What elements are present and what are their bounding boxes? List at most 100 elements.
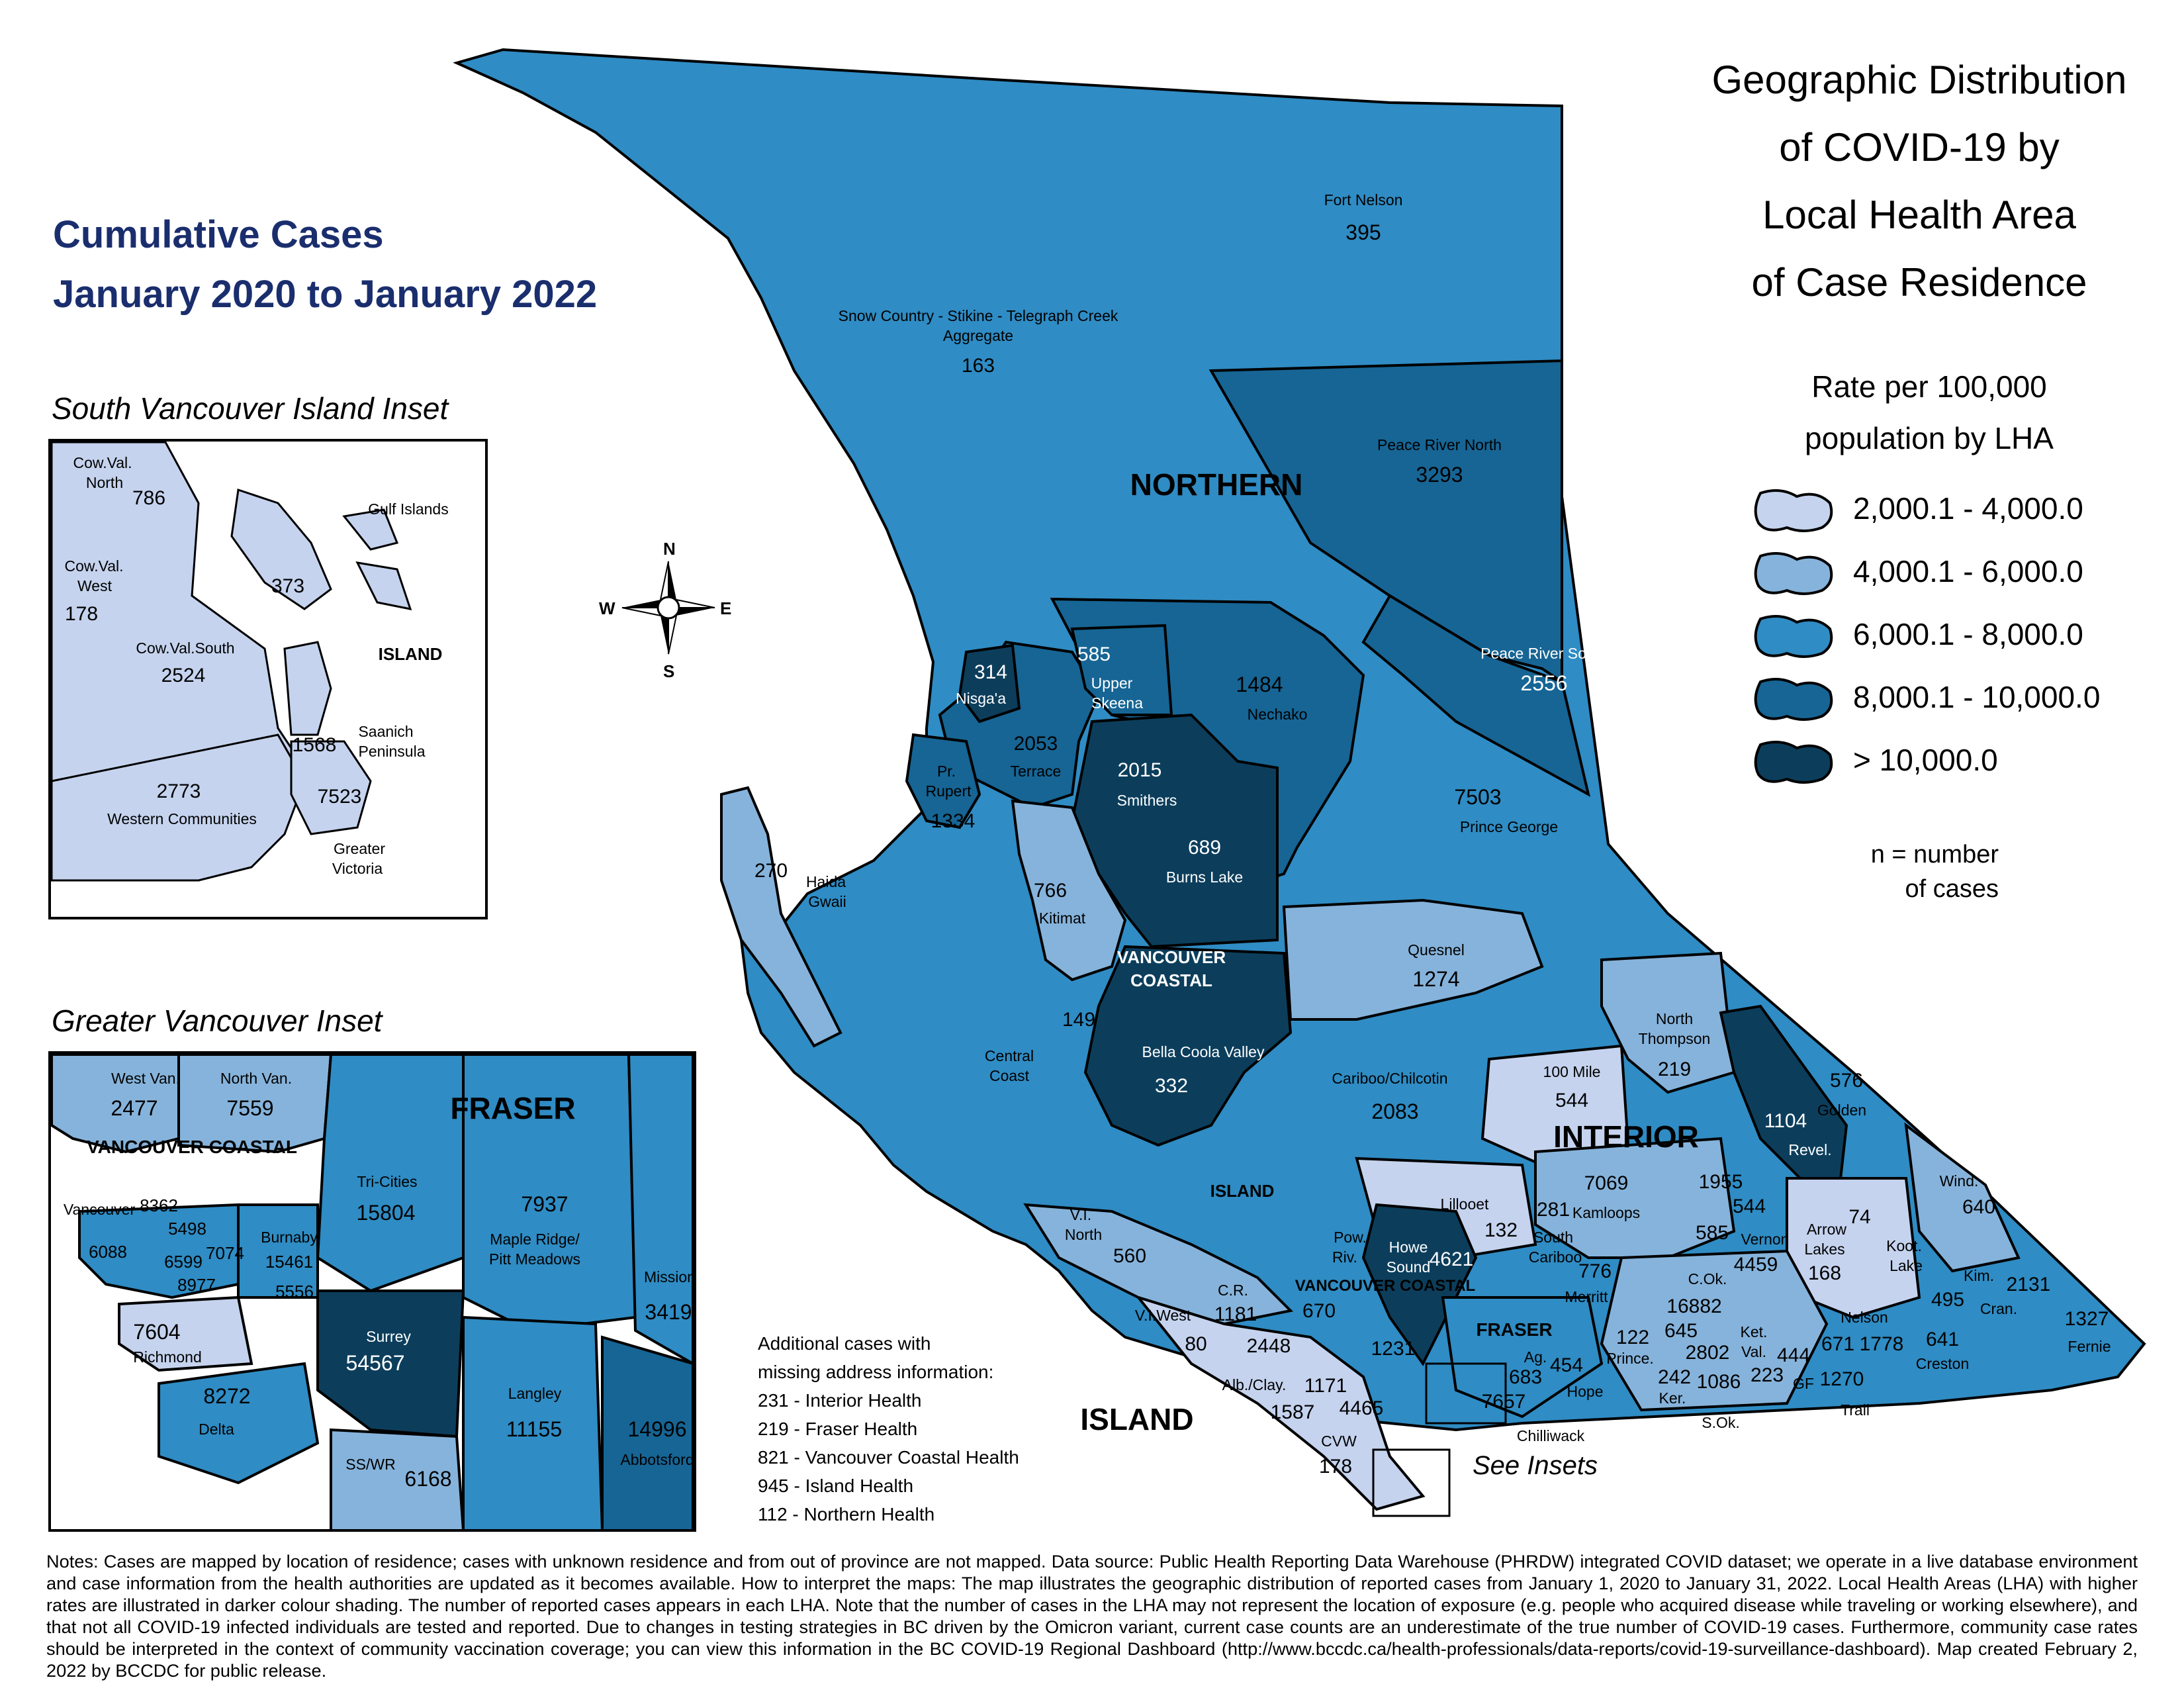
count-central-coast: 149 [1062,1009,1095,1031]
label-lillooet: Lillooet [1441,1196,1489,1213]
lha-shape-fraser-main [1441,1296,1604,1419]
south-vi-inset [48,439,488,919]
lha-shape-kitimat [1011,799,1127,982]
label-golden: Golden [1817,1102,1866,1119]
region-vc-small: VANCOUVER COASTAL [1295,1277,1475,1295]
count-snow-country: 163 [962,355,995,377]
gv-label-tri-cities: Tri-Cities [357,1173,417,1190]
label-north-thompson-1: North [1656,1010,1693,1027]
lha-shape-island-north [1023,1203,1294,1326]
lha-shape-okanagan [1600,1249,1829,1412]
label-quesnel: Quesnel [1408,941,1465,959]
missing-line-2: missing address information: [758,1362,994,1382]
label-haida-2: Gwaii [808,893,846,910]
label-howe-2: Sound [1387,1258,1431,1276]
count-495: 495 [1931,1289,1964,1311]
missing-line-1: Additional cases with [758,1333,931,1354]
lha-shape-bella-coola [1083,945,1293,1147]
region-northern: NORTHERN [1130,467,1303,502]
lha-shape-haida-gwaii [720,786,842,1048]
legend-item: 4,000.1 - 6,000.0 [1751,549,2161,602]
compass-w: W [599,598,615,618]
label-central-coast-2: Coast [989,1067,1030,1084]
label-fernie: Fernie [2068,1338,2111,1355]
title-line-1: Geographic Distribution [1711,58,2127,102]
count-cr: 1181 [1214,1303,1257,1325]
label-cok: C.Ok. [1688,1270,1727,1288]
label-south-cariboo-2: Cariboo [1529,1248,1582,1266]
gv-count-5498: 5498 [168,1219,206,1239]
label-burns-lake: Burns Lake [1166,868,1243,886]
count-ag: 683 [1509,1366,1542,1388]
label-nechako: Nechako [1248,706,1308,723]
label-vi-north-2: North [1065,1226,1102,1243]
lha-shape-wind [1904,1122,2021,1273]
count-pr-rupert: 1334 [931,810,976,832]
subtitle-line-1: Cumulative Cases [53,213,384,256]
gv-label-surrey: Surrey [366,1328,411,1345]
label-kamloops: Kamloops [1572,1204,1640,1221]
lha-shape-upper-skeena [1070,624,1173,716]
count-671: 671 [1821,1333,1854,1355]
legend-label: 4,000.1 - 6,000.0 [1853,554,2083,588]
lha-shape-island-south [1134,1295,1426,1511]
south-vi-labels: Cow.Val. North 786 Gulf Islands 373 Cow.… [64,454,448,877]
label-terrace: Terrace [1011,763,1062,780]
label-snow-country-2: Aggregate [943,327,1013,344]
gv-label-burnaby: Burnaby [261,1229,318,1246]
gv-label-langley: Langley [508,1385,562,1402]
label-pr-rupert-2: Rupert [925,782,972,800]
svi-label-cow-w-2: West [77,577,113,594]
legend-swatch [1754,489,1833,532]
svi-count-cow-n: 786 [132,487,165,509]
gv-count-langley: 11155 [506,1417,562,1441]
missing-item: 219 - Fraser Health [758,1419,918,1439]
label-north-thompson-2: Thompson [1639,1030,1711,1047]
south-vi-inset-title: South Vancouver Island Inset [52,391,449,426]
count-vi-north: 560 [1113,1245,1146,1267]
gv-label-north-van: North Van. [220,1070,292,1087]
legend-label: 2,000.1 - 4,000.0 [1853,491,2083,526]
greater-van-inset [48,1051,696,1532]
count-north-thompson: 219 [1658,1058,1691,1080]
region-vancouver-coastal-2: COASTAL [1130,970,1212,990]
legend-item: 2,000.1 - 4,000.0 [1751,487,2161,539]
region-interior: INTERIOR [1553,1119,1699,1154]
label-ker: Ker. [1659,1389,1686,1407]
count-585b: 585 [1696,1222,1729,1244]
legend-swatch [1754,741,1833,784]
lha-shape-richmond [118,1295,253,1372]
svi-label-western: Western Communities [107,810,257,827]
lha-shape-peace-river-south [1361,594,1590,797]
label-nelson: Nelson [1841,1309,1888,1326]
main-map-labels: Fort Nelson 395 Snow Country - Stikine -… [754,191,2111,1477]
count-2802: 2802 [1686,1342,1730,1364]
label-ket-1: Ket. [1741,1323,1768,1340]
count-242: 242 [1658,1366,1691,1388]
gv-labels: West Van. 2477 North Van. 7559 VANCOUVER… [64,1070,696,1491]
count-quesnel: 1274 [1412,967,1459,991]
count-burns-lake: 689 [1188,837,1221,859]
legend: 2,000.1 - 4,000.0 4,000.1 - 6,000.0 6,00… [1751,487,2161,784]
gv-label-richmond: Richmond [133,1348,202,1366]
count-golden: 576 [1830,1070,1863,1092]
label-upper-skeena-2: Skeena [1091,694,1143,712]
label-arrow-2: Lakes [1804,1241,1844,1258]
count-merritt: 776 [1578,1260,1612,1282]
count-223: 223 [1751,1364,1784,1386]
n-cases-line-2: of cases [1905,875,1999,903]
region-island-small: ISLAND [1210,1181,1275,1201]
count-cariboo: 2083 [1371,1100,1418,1123]
count-1270: 1270 [1820,1368,1864,1390]
label-gf: GF [1793,1375,1814,1392]
title-line-3: Local Health Area [1762,193,2076,237]
gv-count-north-van: 7559 [226,1096,273,1120]
gv-count-surrey: 54567 [346,1351,405,1375]
count-vernon: 4459 [1734,1254,1778,1276]
svi-count-cow-s: 2524 [161,665,206,686]
label-peace-south: Peace River South [1480,645,1608,662]
count-cvw: 178 [1319,1456,1352,1477]
gv-count-burnaby: 15461 [265,1252,313,1272]
label-prince-george: Prince George [1460,818,1558,835]
legend-title: Rate per 100,000 population by LHA [1721,361,2138,464]
